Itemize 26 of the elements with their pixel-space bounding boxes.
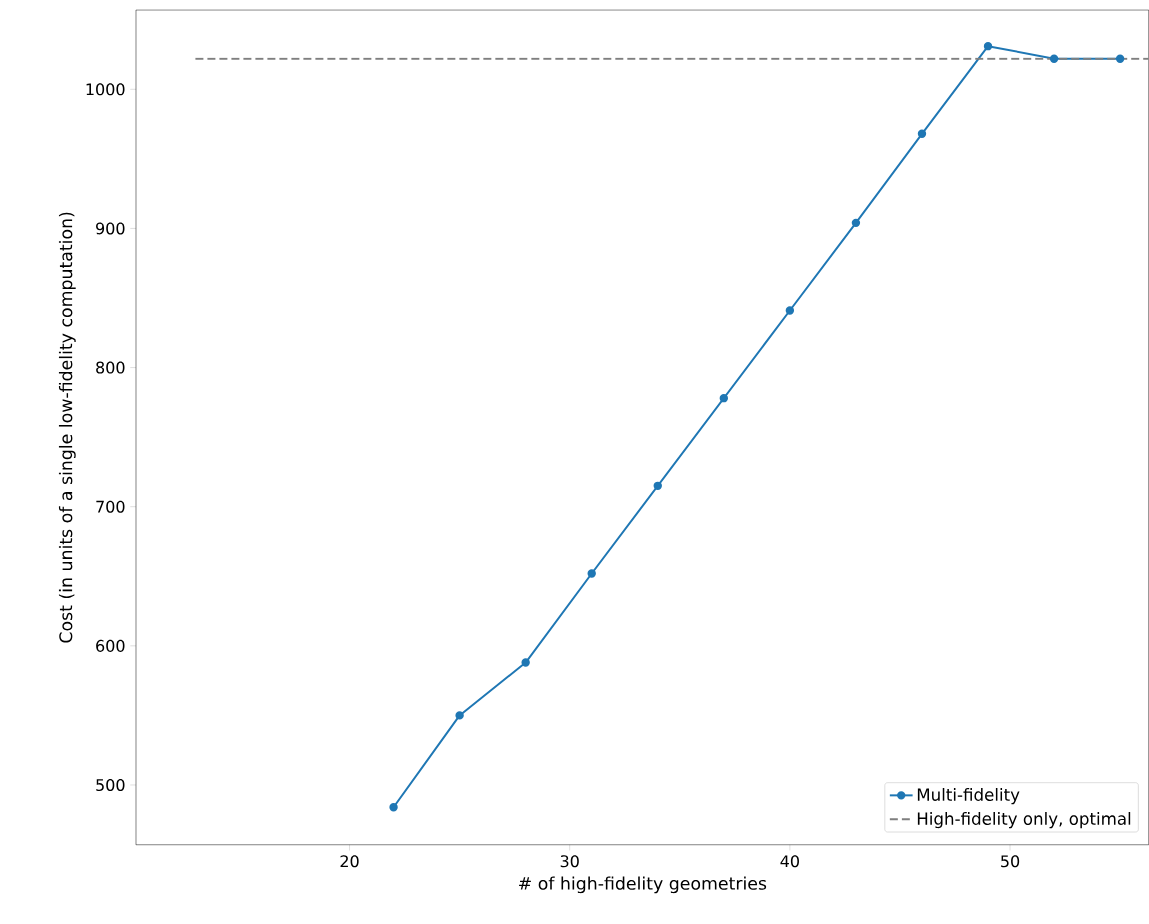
y-tick-label: 1000 (86, 83, 125, 96)
x-tick-label: 20 (340, 855, 359, 868)
point (653, 481, 662, 491)
point (785, 306, 795, 315)
x-tick-label: 30 (560, 855, 579, 868)
y-tick-label: 500 (96, 779, 125, 792)
legend-label: Multi-fidelity (917, 788, 1020, 805)
x-tick-label: 50 (1001, 855, 1020, 868)
point (983, 42, 993, 51)
y-tick-label: 600 (96, 639, 125, 652)
point (719, 394, 729, 403)
point (1049, 54, 1059, 63)
y-tick-label: 900 (96, 222, 125, 235)
y-tick-label: 800 (96, 361, 125, 374)
point (1115, 54, 1125, 63)
legend-label: High-fidelity only, optimal (917, 812, 1131, 829)
point (455, 711, 464, 720)
point (389, 803, 398, 812)
y-tick-label: 700 (96, 500, 125, 513)
point (851, 218, 861, 228)
point (587, 569, 596, 578)
x-axis-title: # of high-fidelity geometries (519, 876, 767, 894)
y-axis-title: Cost (in units of a single low-fidelity computation) (58, 212, 76, 643)
point (521, 658, 530, 667)
point (917, 129, 927, 139)
x-tick-label: 40 (780, 855, 799, 868)
